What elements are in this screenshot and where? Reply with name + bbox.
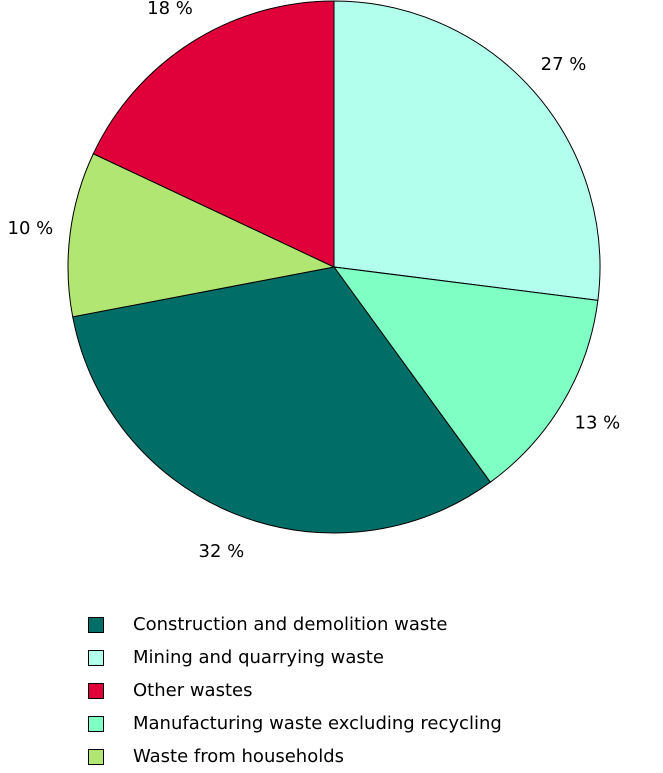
legend-label: Other wastes [133, 680, 253, 701]
slice-value-label: 27 % [541, 54, 587, 75]
legend: Construction and demolition waste Mining… [88, 608, 502, 773]
pie-slice [92, 0, 335, 268]
legend-item: Construction and demolition waste [88, 608, 502, 641]
legend-swatch [88, 616, 104, 633]
pie-labels: 27 % 13 % 32 % 10 % 18 % [8, 0, 621, 562]
slice-value-label: 10 % [8, 218, 54, 239]
legend-swatch [88, 748, 104, 765]
pie-slice [67, 153, 336, 318]
pie-slice [72, 266, 492, 534]
legend-label: Manufacturing waste excluding recycling [133, 713, 502, 734]
pie-slice [332, 266, 599, 483]
legend-swatch [88, 682, 104, 699]
legend-swatch [88, 649, 104, 666]
legend-swatch [88, 715, 104, 732]
pie-slice [333, 0, 601, 301]
legend-item: Manufacturing waste excluding recycling [88, 707, 502, 740]
legend-label: Construction and demolition waste [133, 614, 448, 635]
legend-item: Mining and quarrying waste [88, 641, 502, 674]
legend-item: Waste from households [88, 740, 502, 773]
slice-value-label: 18 % [147, 0, 193, 19]
pie-slices [67, 0, 601, 534]
legend-item: Other wastes [88, 674, 502, 707]
legend-label: Mining and quarrying waste [133, 647, 384, 668]
pie-chart: 27 % 13 % 32 % 10 % 18 % [8, 0, 621, 562]
slice-value-label: 32 % [199, 541, 245, 562]
legend-label: Waste from households [133, 746, 345, 767]
slice-value-label: 13 % [575, 412, 621, 433]
